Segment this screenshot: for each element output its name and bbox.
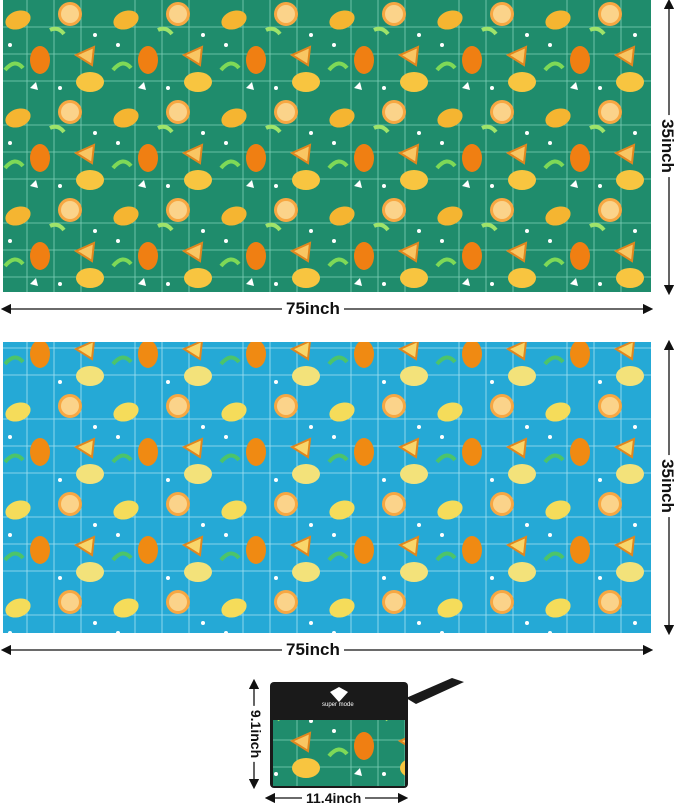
top-height-label: 35inch xyxy=(656,115,677,177)
bag-width-label: 11.4inch xyxy=(302,790,366,806)
storage-bag xyxy=(270,678,464,788)
bottom-width-label: 75inch xyxy=(282,640,344,660)
towel-bottom xyxy=(3,342,651,633)
bag-mesh-pocket xyxy=(273,720,405,786)
brand-logo-icon xyxy=(330,687,348,702)
bag-brand-text: super mode xyxy=(322,702,354,708)
bag-height-label: 9.1inch xyxy=(248,705,265,763)
bottom-height-label: 35inch xyxy=(656,455,677,517)
top-width-label: 75inch xyxy=(282,299,344,319)
towel-top xyxy=(3,0,651,292)
